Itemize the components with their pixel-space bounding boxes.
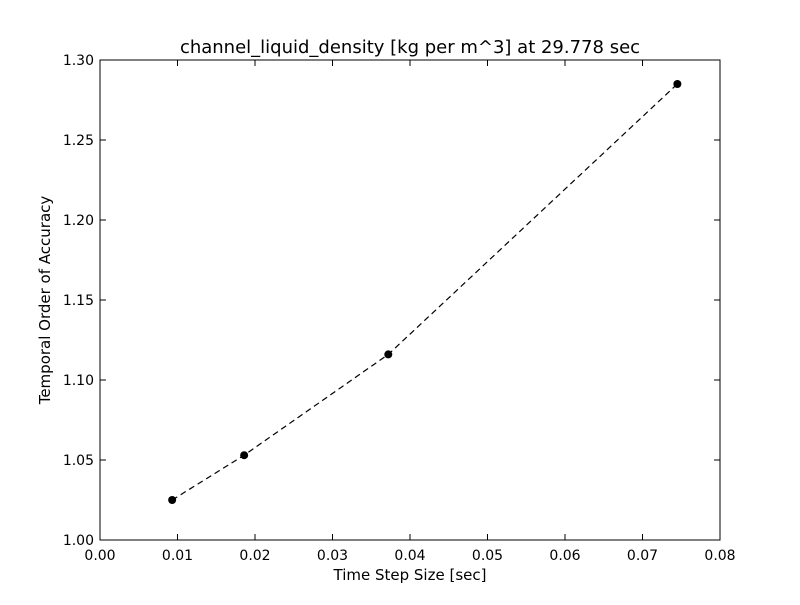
x-tick-label: 0.06 (549, 548, 580, 564)
x-tick-label: 0.00 (84, 548, 115, 564)
x-axis-label: Time Step Size [sec] (333, 566, 487, 584)
chart-title: channel_liquid_density [kg per m^3] at 2… (180, 37, 640, 58)
x-tick-label: 0.03 (317, 548, 348, 564)
x-tick-label: 0.05 (472, 548, 503, 564)
y-axis-label: Temporal Order of Accuracy (36, 196, 54, 406)
data-point (240, 451, 249, 460)
x-tick-label: 0.07 (627, 548, 658, 564)
data-point (673, 80, 682, 88)
x-tick-label: 0.04 (394, 548, 425, 564)
x-tick-label: 0.02 (239, 548, 270, 564)
y-tick-label: 1.15 (63, 293, 94, 309)
y-tick-label: 1.25 (63, 133, 94, 149)
series-line (171, 83, 678, 501)
plot-content: 0.00 0.01 0.02 0.03 0.04 0.05 0.06 0.07 0.08 1.00… (63, 53, 736, 564)
y-tick-label: 1.20 (63, 213, 94, 229)
plot-frame (99, 59, 721, 541)
data-point (384, 350, 393, 359)
data-point (168, 496, 177, 504)
y-tick-label: 1.30 (63, 53, 94, 69)
x-tick-label: 0.08 (704, 548, 735, 564)
y-tick-label: 1.05 (63, 453, 94, 469)
x-tick-label: 0.01 (162, 548, 193, 564)
y-tick-label: 1.00 (63, 533, 94, 549)
y-tick-label: 1.10 (63, 373, 94, 389)
